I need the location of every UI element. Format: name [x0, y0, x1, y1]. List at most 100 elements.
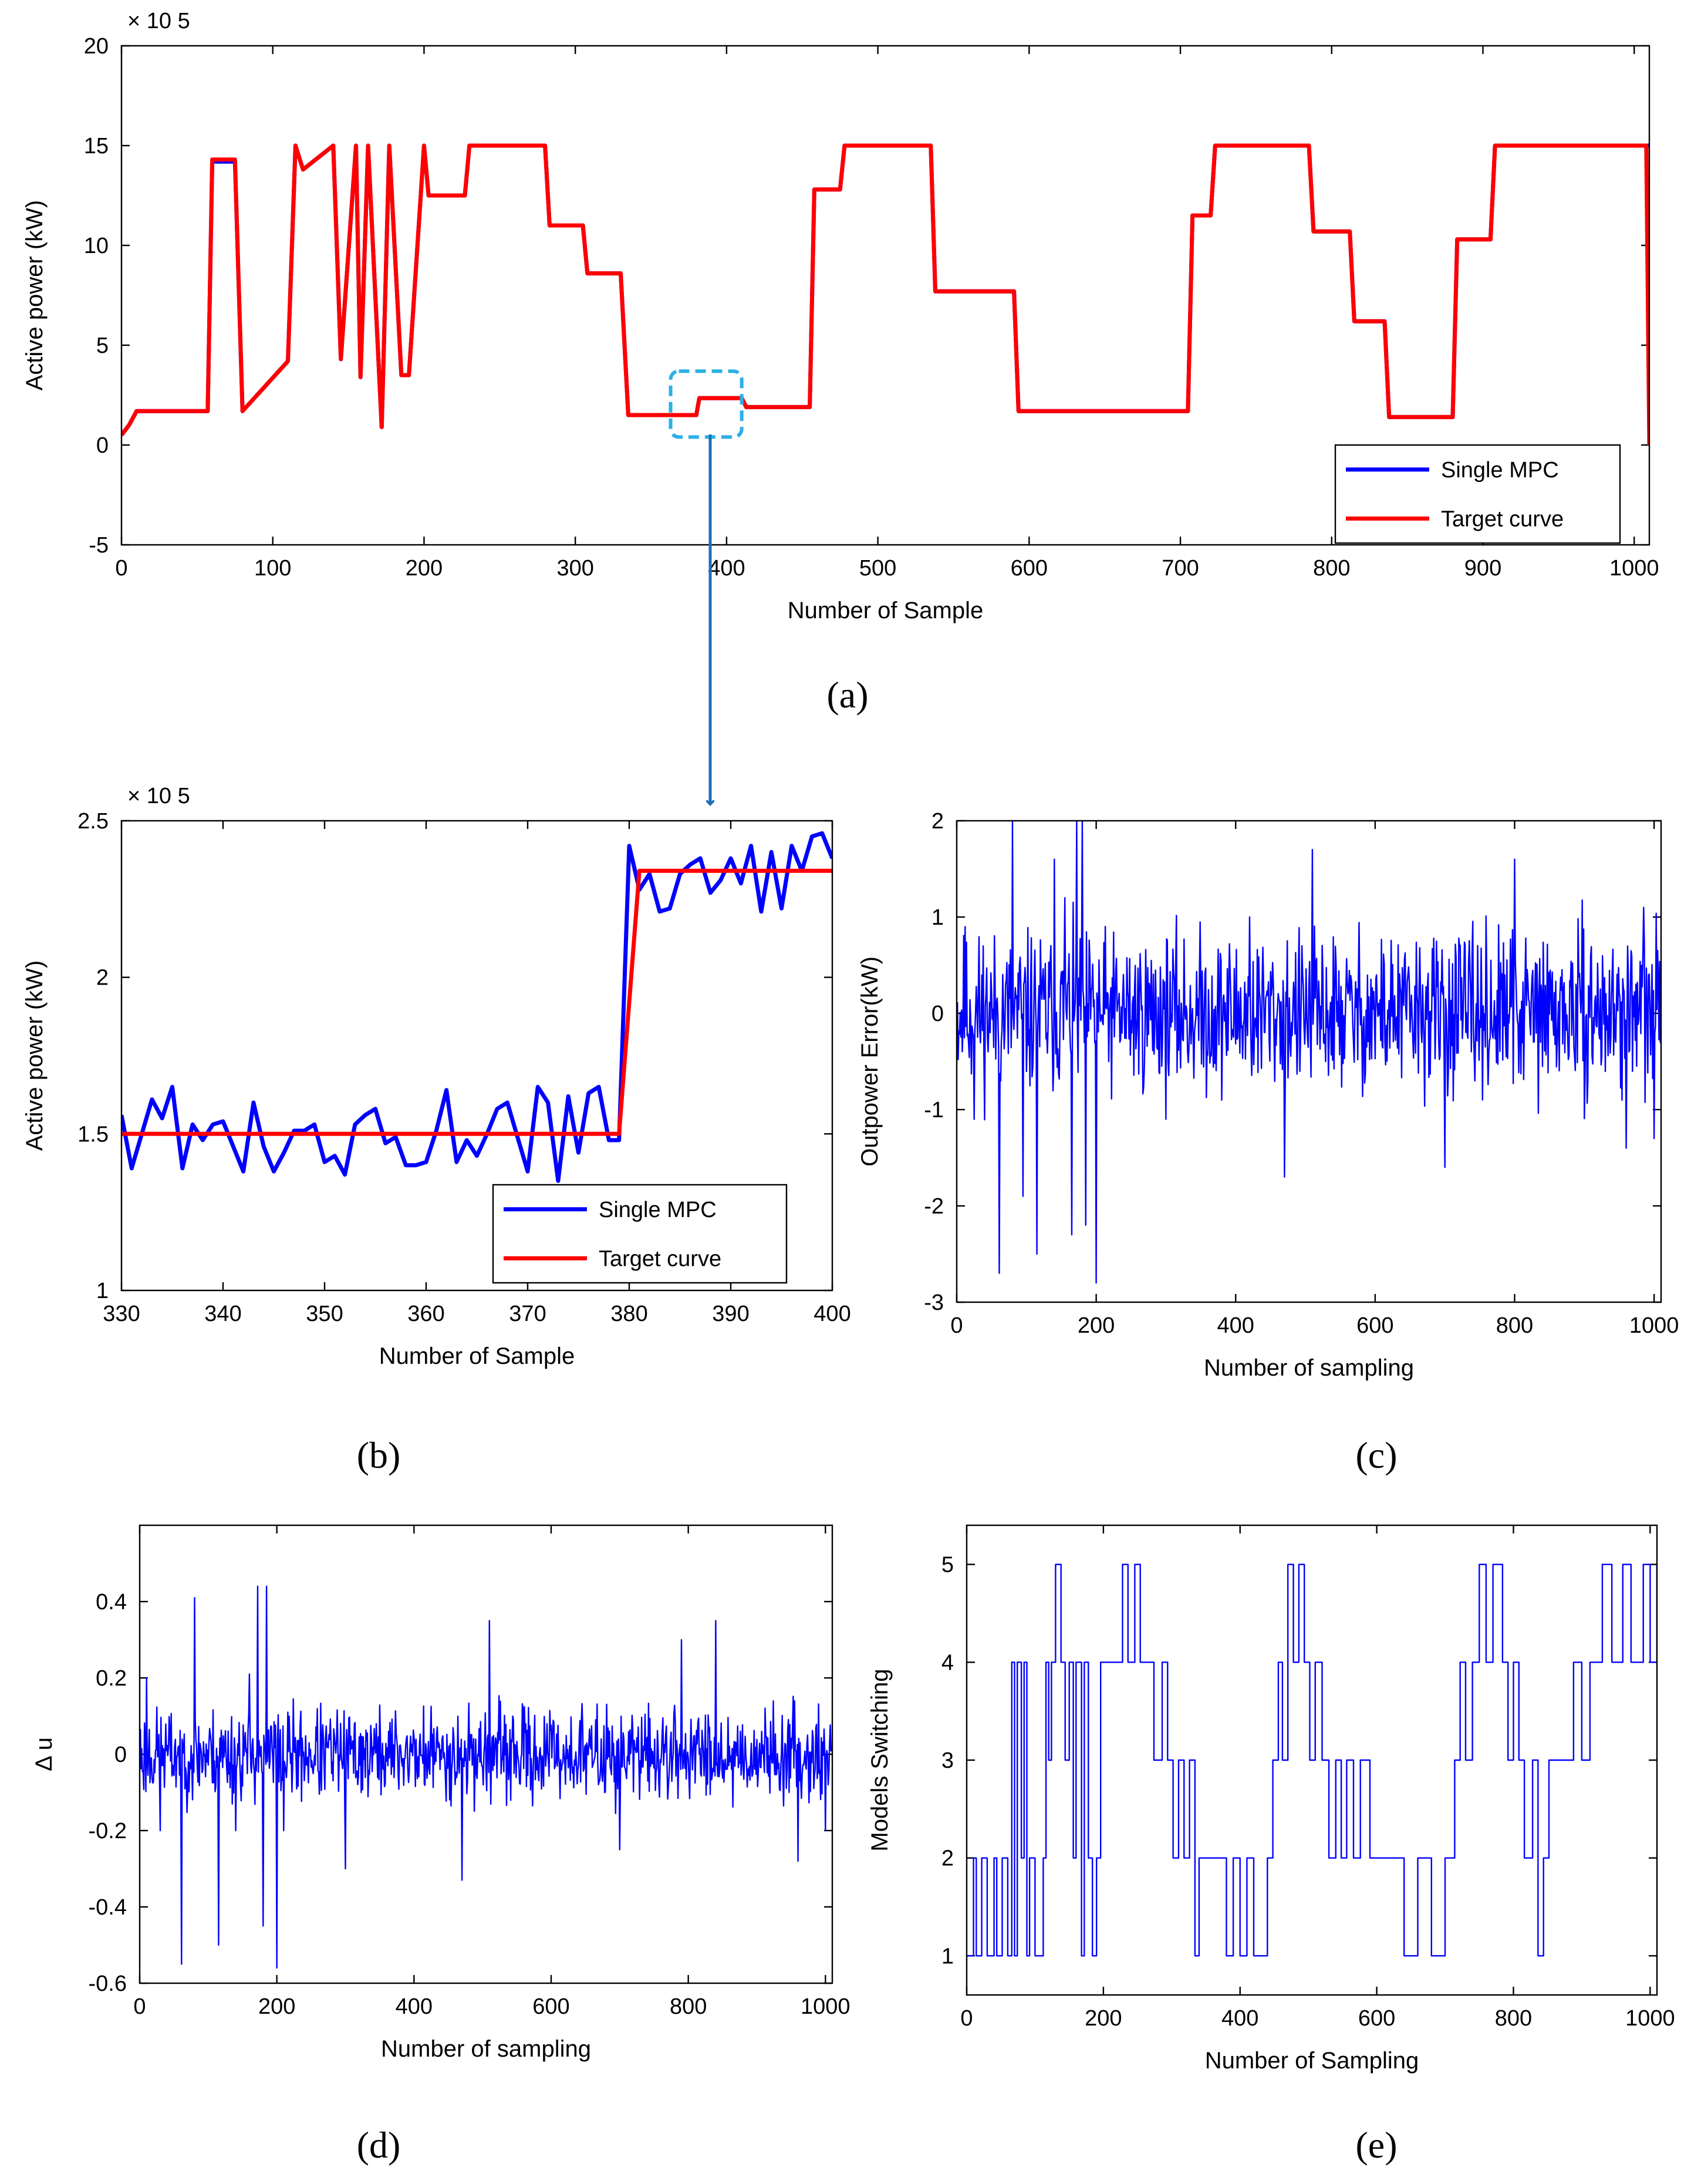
series-group	[121, 143, 1649, 446]
plot-area	[120, 45, 1651, 546]
y-tick-label: 20	[84, 34, 109, 59]
y-tick-label: 1.5	[77, 1122, 109, 1147]
y-axis-label: Outpower Error(kW)	[857, 956, 883, 1167]
x-tick-label: 360	[407, 1302, 444, 1326]
legend: Single MPC Target curve	[492, 1184, 788, 1284]
panel-label: (e)	[1355, 2124, 1397, 2166]
x-tick-label: 1000	[1609, 556, 1659, 581]
y-tick-label: 1	[931, 905, 944, 930]
x-tick-label: 340	[204, 1302, 241, 1326]
x-tick-label: 300	[556, 556, 593, 581]
plot-area	[139, 1524, 833, 1984]
legend-label: Target curve	[1441, 507, 1564, 531]
series-group	[967, 1563, 1657, 1957]
panel-b: 330 340 350 360 370 380 390 400 1 1.5 2 2.5 × 10 5 Nu…	[22, 784, 851, 1476]
panel-e: 0 200 400 600 800 1000 1 2 3 4 5 Number of Sampling…	[867, 1524, 1675, 2166]
y-tick-label: 5	[96, 333, 109, 358]
x-tick-label: 200	[258, 1994, 295, 2019]
plot-area	[956, 820, 1662, 1303]
x-tick-label: 800	[1495, 2006, 1532, 2031]
y-tick-label: -1	[924, 1098, 944, 1123]
y-tick-label: 1	[941, 1944, 954, 1969]
panel-label: (a)	[826, 674, 868, 716]
x-tick-label: 0	[115, 556, 127, 581]
panel-c: 0 200 400 600 800 1000 -3 -2 -1 0 1 2 Number of samp…	[857, 809, 1679, 1476]
x-tick-label: 800	[1496, 1313, 1533, 1338]
x-tick-label: 600	[1011, 556, 1048, 581]
series-single-mpc	[121, 143, 1649, 437]
series-group	[140, 1585, 832, 1969]
panel-label: (b)	[357, 1434, 401, 1476]
x-tick-label: 400	[814, 1302, 850, 1326]
y-tick-label: 0	[931, 1002, 944, 1026]
y-tick-label: 2	[96, 966, 109, 990]
y-tick-label: -0.6	[89, 1971, 127, 1996]
legend-label: Target curve	[599, 1246, 721, 1271]
x-tick-label: 600	[1358, 2006, 1395, 2031]
x-tick-label: 200	[406, 556, 443, 581]
series-line	[140, 1585, 832, 1969]
y-tick-label: 3	[941, 1748, 954, 1773]
x-tick-label: 380	[610, 1302, 647, 1326]
series-group	[121, 831, 832, 1183]
x-tick-label: 200	[1078, 1313, 1115, 1338]
x-axis-label: Number of Sample	[379, 1343, 575, 1369]
y-axis-label: Active power (kW)	[22, 200, 48, 391]
x-tick-label: 400	[1221, 2006, 1258, 2031]
y-tick-label: -0.2	[89, 1819, 127, 1843]
series-target-curve	[121, 868, 832, 1136]
series-group	[957, 821, 1661, 1284]
series-line	[957, 821, 1661, 1284]
y-exponent-label: × 10 5	[127, 9, 190, 33]
y-tick-label: 2.5	[77, 809, 109, 834]
x-tick-label: 800	[1313, 556, 1350, 581]
y-tick-label: 15	[84, 134, 109, 159]
y-exponent-label: × 10 5	[127, 784, 190, 808]
x-tick-label: 330	[103, 1302, 140, 1326]
x-tick-label: 370	[509, 1302, 546, 1326]
y-tick-label: 10	[84, 234, 109, 258]
x-axis-label: Number of sampling	[381, 2036, 591, 2062]
series-single-mpc	[121, 831, 832, 1183]
y-tick-label: -5	[89, 533, 109, 558]
x-axis-label: Number of Sample	[788, 598, 983, 623]
legend-label: Single MPC	[1441, 458, 1559, 483]
panel-a: 0 100 200 300 400 500 600 700 800 900 1000-5051015…	[22, 9, 1659, 716]
legend-box	[492, 1184, 788, 1284]
x-tick-label: 900	[1464, 556, 1501, 581]
x-tick-label: 700	[1162, 556, 1199, 581]
panel-label: (c)	[1355, 1434, 1397, 1476]
x-tick-label: 400	[708, 556, 745, 581]
x-tick-label: 0	[133, 1994, 146, 2019]
y-tick-label: -2	[924, 1194, 944, 1219]
y-tick-label: 5	[941, 1553, 954, 1578]
series-target-curve	[121, 143, 1649, 446]
y-tick-label: 0.2	[96, 1666, 127, 1691]
x-tick-label: 0	[950, 1313, 963, 1338]
y-axis-label: Models Switching	[867, 1669, 893, 1851]
y-tick-label: 0.4	[96, 1590, 127, 1615]
plot-area	[966, 1524, 1658, 1996]
x-tick-label: 1000	[1625, 2006, 1675, 2031]
y-tick-label: 0	[96, 433, 109, 458]
x-tick-label: 400	[396, 1994, 433, 2019]
y-tick-label: 2	[931, 809, 944, 834]
legend-label: Single MPC	[599, 1198, 717, 1222]
y-tick-label: 1	[96, 1279, 109, 1303]
x-tick-label: 0	[960, 2006, 973, 2031]
legend-box	[1334, 444, 1621, 544]
panel-label: (d)	[357, 2124, 401, 2166]
x-tick-label: 400	[1217, 1313, 1254, 1338]
y-tick-label: -3	[924, 1290, 944, 1315]
x-tick-label: 390	[712, 1302, 749, 1326]
y-tick-label: 2	[941, 1846, 954, 1871]
y-tick-label: -0.4	[89, 1895, 127, 1920]
legend: Single MPC Target curve	[1334, 444, 1621, 544]
x-tick-label: 350	[306, 1302, 343, 1326]
x-tick-label: 600	[532, 1994, 569, 2019]
x-tick-label: 200	[1085, 2006, 1122, 2031]
x-tick-label: 100	[254, 556, 291, 581]
x-tick-label: 1000	[1629, 1313, 1679, 1338]
y-axis-label: Δ u	[31, 1737, 57, 1771]
x-axis-label: Number of sampling	[1204, 1355, 1414, 1381]
